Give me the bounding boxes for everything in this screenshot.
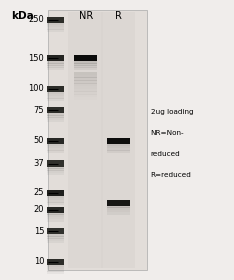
Text: 150: 150 [28,54,44,63]
Bar [47,202,64,205]
Text: 250: 250 [28,15,44,24]
Bar [47,98,64,101]
Bar [47,117,64,120]
Bar [47,190,64,196]
Bar [47,55,64,61]
Bar [47,143,64,146]
Bar [107,200,130,206]
Bar [74,63,97,66]
Text: 50: 50 [34,136,44,145]
Bar [107,143,130,146]
Bar [74,88,97,92]
Bar [107,148,130,151]
Bar [47,22,64,25]
Bar [47,86,64,92]
Bar [47,94,64,96]
Bar [74,80,97,83]
Bar [74,102,97,106]
Text: 100: 100 [28,84,44,93]
Bar [74,97,97,100]
Bar [47,168,64,171]
Bar [47,198,64,200]
Bar [74,78,97,81]
Bar [47,241,64,243]
Bar [47,236,64,239]
Text: reduced: reduced [150,151,180,157]
Bar [47,271,64,274]
Bar [68,13,103,267]
Bar [47,238,64,241]
Bar [47,207,64,213]
Bar [107,146,130,148]
Bar [47,65,64,68]
Text: 15: 15 [34,227,44,236]
Bar [47,61,64,64]
Bar [107,150,130,153]
Bar [47,63,64,66]
Bar [47,107,64,113]
Bar [74,91,97,95]
Bar [47,160,64,167]
Bar [47,148,64,151]
Text: 20: 20 [34,205,44,214]
Bar [47,96,64,99]
Bar [48,10,147,270]
Bar [107,209,130,212]
Text: 37: 37 [33,159,44,168]
Text: 10: 10 [34,257,44,266]
Bar [74,72,97,75]
Bar [74,94,97,97]
Bar [107,205,130,208]
Text: 2ug loading: 2ug loading [150,109,193,115]
Bar [47,27,64,30]
Bar [47,234,64,237]
Text: kDa: kDa [11,11,33,21]
Bar [47,29,64,32]
Bar [47,195,64,198]
Bar [47,25,64,27]
Bar [47,269,64,272]
Bar [74,86,97,89]
Bar [47,259,64,265]
Bar [74,65,97,68]
Bar [47,173,64,176]
Bar [47,171,64,173]
Bar [47,115,64,118]
Bar [74,105,97,109]
Text: 25: 25 [34,188,44,197]
Text: 75: 75 [33,106,44,115]
Bar [47,200,64,203]
Bar [47,264,64,267]
Bar [47,217,64,220]
Bar [74,55,97,61]
Bar [47,146,64,148]
Bar [47,228,64,234]
Bar [74,61,97,64]
Bar [47,67,64,70]
Bar [47,91,64,94]
Text: R: R [115,11,122,21]
Text: NR=Non-: NR=Non- [150,130,184,136]
Bar [47,120,64,122]
Bar [74,100,97,103]
Text: NR: NR [79,11,93,21]
Bar [107,207,130,210]
Bar [101,13,135,267]
Bar [47,166,64,169]
Bar [47,267,64,269]
Bar [47,17,64,23]
Bar [74,83,97,86]
Bar [47,212,64,215]
Bar [74,67,97,70]
Bar [47,138,64,144]
Bar [47,113,64,116]
Bar [47,219,64,222]
Bar [107,138,130,144]
Bar [107,212,130,214]
Bar [74,75,97,78]
Bar [47,214,64,217]
Bar [47,150,64,153]
Text: R=reduced: R=reduced [150,172,191,178]
